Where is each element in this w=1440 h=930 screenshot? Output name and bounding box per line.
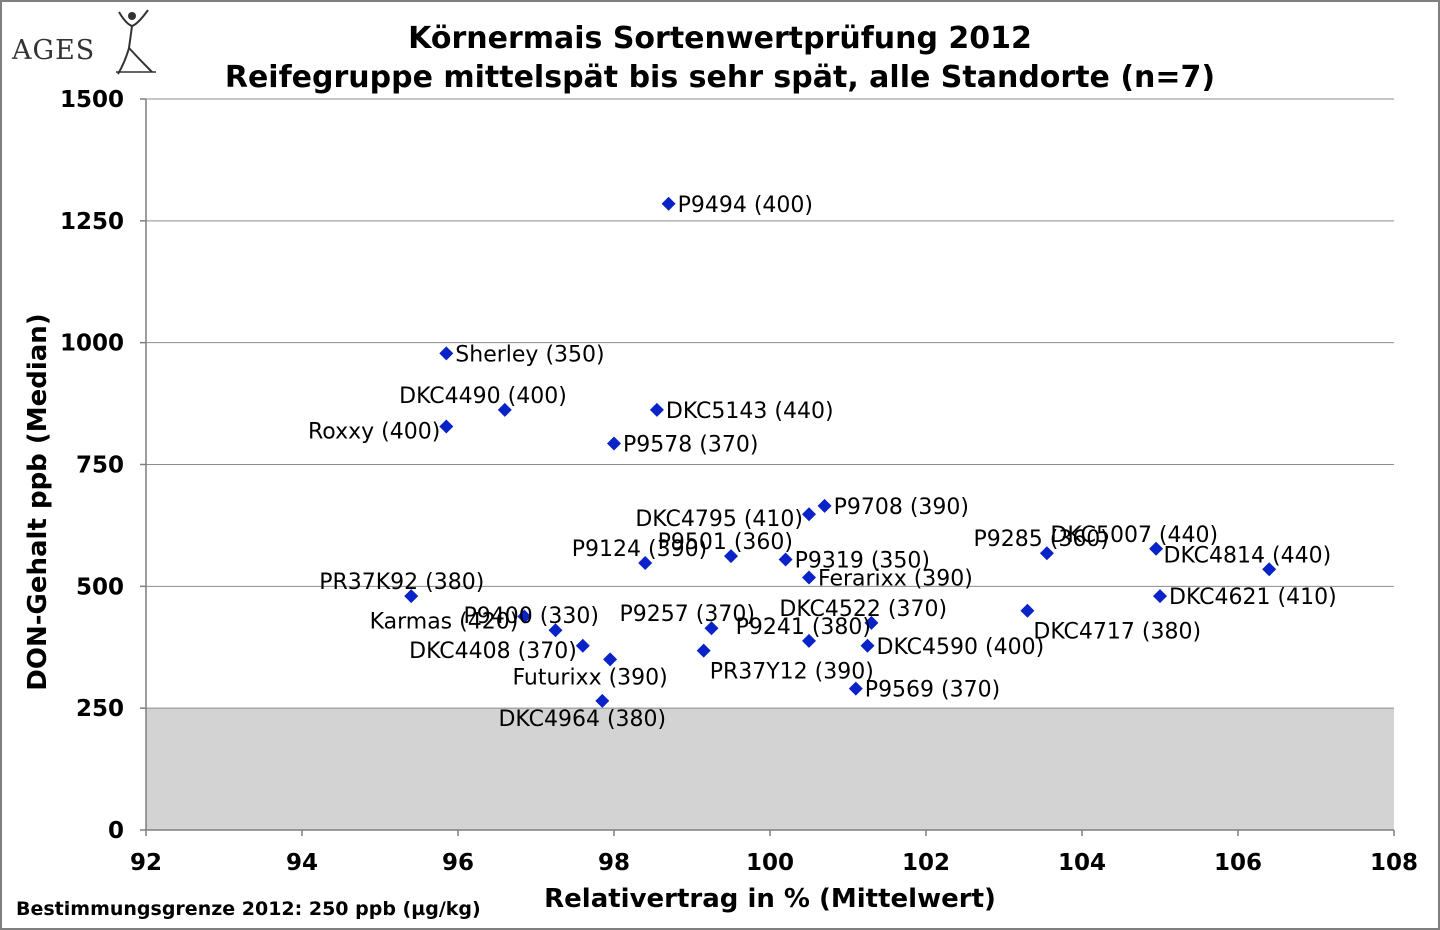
y-tick-labels: 0 250 500 750 1000 1250 1500 bbox=[60, 87, 124, 844]
data-point bbox=[1039, 546, 1054, 561]
data-label: DKC4590 (400) bbox=[877, 635, 1045, 660]
y-tick-label: 1000 bbox=[60, 331, 124, 357]
data-label: DKC4490 (400) bbox=[399, 384, 567, 409]
data-labels: P9494 (400) Sherley (350) DKC4490 (400) Rox… bbox=[308, 193, 1337, 732]
data-label: DKC4717 (380) bbox=[1033, 620, 1201, 645]
data-label: P9708 (390) bbox=[834, 495, 969, 520]
data-label: P9241 (380) bbox=[736, 615, 871, 640]
data-label: P9319 (350) bbox=[795, 549, 930, 574]
data-point bbox=[548, 623, 563, 638]
data-point bbox=[1153, 589, 1167, 604]
y-tick-label: 1500 bbox=[60, 87, 124, 113]
data-point bbox=[439, 419, 454, 434]
data-point bbox=[802, 633, 816, 648]
chart-subtitle: Reifegruppe mittelspät bis sehr spät, al… bbox=[225, 60, 1215, 95]
detection-limit-footnote: Bestimmungsgrenze 2012: 250 ppb (µg/kg) bbox=[16, 898, 481, 920]
x-tick-label: 96 bbox=[442, 850, 474, 876]
data-point bbox=[661, 196, 676, 211]
gridlines bbox=[146, 98, 1394, 709]
data-point bbox=[724, 549, 738, 564]
data-point bbox=[497, 402, 512, 417]
data-label: DKC4408 (370) bbox=[409, 639, 577, 664]
y-tick-label: 750 bbox=[76, 453, 124, 479]
data-point bbox=[802, 570, 816, 585]
data-label: P9124 (390) bbox=[572, 537, 707, 562]
y-tick-label: 250 bbox=[76, 696, 124, 722]
logo-figure-icon bbox=[116, 9, 156, 75]
data-label: DKC4814 (440) bbox=[1164, 543, 1332, 568]
data-point bbox=[1149, 541, 1164, 556]
x-tick-label: 108 bbox=[1370, 850, 1418, 876]
data-label: Sherley (350) bbox=[455, 342, 604, 367]
data-label: P9569 (370) bbox=[865, 678, 1000, 703]
logo-text: AGES bbox=[11, 35, 95, 66]
data-point bbox=[607, 436, 621, 451]
data-point bbox=[848, 681, 863, 696]
data-point bbox=[1262, 562, 1277, 577]
data-label: PR37K92 (380) bbox=[319, 570, 484, 595]
data-label: Futurixx (390) bbox=[512, 665, 667, 690]
data-point bbox=[404, 589, 419, 604]
data-label: P9285 (360) bbox=[973, 527, 1108, 552]
data-label: P9400 (330) bbox=[464, 604, 599, 629]
y-tick-label: 1250 bbox=[60, 209, 124, 235]
data-label: P9578 (370) bbox=[623, 433, 758, 458]
x-tick-label: 102 bbox=[902, 850, 950, 876]
data-label: DKC4522 (370) bbox=[779, 597, 947, 622]
data-label: DKC4795 (410) bbox=[635, 507, 803, 532]
x-tick-label: 92 bbox=[130, 850, 162, 876]
data-point bbox=[649, 402, 664, 417]
x-tick-label: 98 bbox=[598, 850, 630, 876]
data-label: Ferarixx (390) bbox=[818, 567, 973, 592]
data-label: P9257 (370) bbox=[620, 602, 755, 627]
data-point bbox=[817, 498, 832, 513]
x-tick-labels: 92 94 96 98 100 102 104 106 108 bbox=[130, 850, 1418, 876]
limit-band-layer bbox=[146, 708, 1394, 830]
x-tick-label: 104 bbox=[1058, 850, 1106, 876]
data-point bbox=[439, 346, 454, 361]
data-label: DKC5007 (440) bbox=[1050, 523, 1218, 548]
y-tick-label: 0 bbox=[108, 818, 124, 844]
data-point bbox=[860, 638, 875, 653]
data-point bbox=[595, 693, 610, 708]
axes bbox=[140, 98, 1395, 836]
data-point bbox=[603, 652, 618, 667]
data-point bbox=[1020, 603, 1035, 618]
data-label: DKC5143 (440) bbox=[666, 399, 834, 424]
data-label: DKC4621 (410) bbox=[1169, 585, 1337, 610]
y-axis-title: DON-Gehalt ppb (Median) bbox=[23, 313, 53, 690]
x-tick-label: 106 bbox=[1214, 850, 1262, 876]
data-point bbox=[575, 638, 590, 653]
data-label: Roxxy (400) bbox=[308, 419, 440, 444]
x-tick-label: 100 bbox=[746, 850, 794, 876]
detection-limit-band bbox=[146, 708, 1394, 830]
x-tick-label: 94 bbox=[286, 850, 318, 876]
y-tick-label: 500 bbox=[76, 574, 124, 600]
data-point bbox=[704, 621, 719, 636]
data-points bbox=[404, 196, 1277, 708]
data-point bbox=[696, 643, 711, 658]
data-point bbox=[778, 552, 793, 567]
data-label: P9494 (400) bbox=[678, 193, 813, 218]
data-label: P9501 (360) bbox=[658, 530, 793, 555]
data-label: PR37Y12 (390) bbox=[710, 660, 874, 685]
chart-title: Körnermais Sortenwertprüfung 2012 bbox=[408, 21, 1032, 56]
data-label: Karmas (420) bbox=[370, 610, 519, 635]
data-point bbox=[638, 555, 653, 570]
x-axis-title: Relativertrag in % (Mittelwert) bbox=[544, 884, 996, 914]
data-point bbox=[864, 615, 879, 630]
data-point bbox=[802, 507, 816, 522]
ages-logo: AGES bbox=[11, 9, 156, 75]
data-point bbox=[517, 609, 532, 624]
data-label: DKC4964 (380) bbox=[498, 707, 666, 732]
